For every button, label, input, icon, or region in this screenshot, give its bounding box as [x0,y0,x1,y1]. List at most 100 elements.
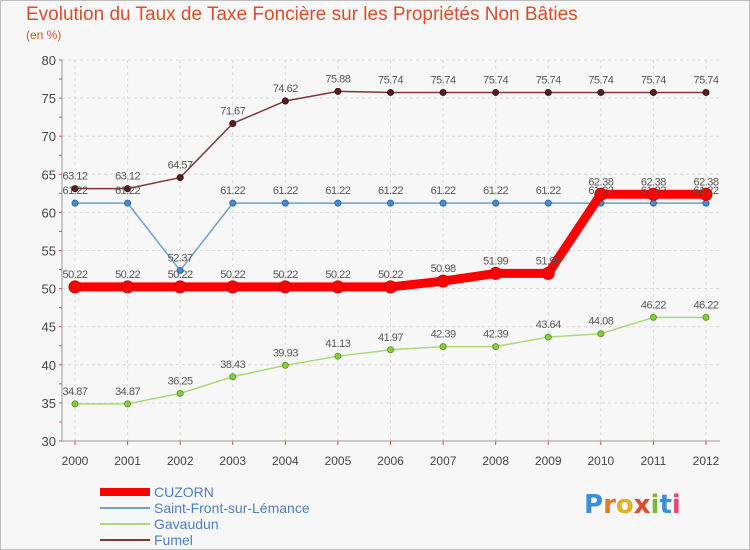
data-label: 61.22 [62,185,87,197]
data-point [229,199,237,207]
data-label: 63.12 [62,171,87,183]
proxiti-logo: Proxiti [584,490,681,520]
data-point [544,333,552,341]
chart-unit-label: (en %) [26,28,62,42]
data-label: 50.22 [325,269,350,281]
y-tick-label: 35 [42,396,56,411]
data-label: 39.93 [273,347,298,359]
x-tick-label: 2010 [587,454,614,468]
logo-letter: x [633,490,651,520]
data-point [597,330,605,338]
data-label: 62.38 [641,176,666,188]
x-tick-label: 2003 [219,454,246,468]
data-label: 51.99 [483,255,508,267]
data-point [544,88,552,96]
data-point [594,187,608,201]
data-label: 75.74 [588,74,613,86]
data-label: 41.13 [325,338,350,350]
data-label: 61.22 [693,185,718,197]
data-label: 61.22 [378,185,403,197]
data-label: 61.22 [641,185,666,197]
data-label: 51.99 [536,255,561,267]
legend-item-saint-front: Saint-Front-sur-Lémance [100,500,400,516]
data-label: 75.74 [483,74,508,86]
data-point [334,352,342,360]
x-tick-label: 2000 [62,454,89,468]
data-label: 50.22 [115,269,140,281]
data-point [439,343,447,351]
data-label: 71.67 [220,105,245,117]
data-label: 61.22 [115,185,140,197]
x-tick-label: 2001 [114,454,141,468]
logo-letter: i [671,490,681,520]
logo-letter: r [603,490,616,520]
y-tick-label: 55 [42,244,56,259]
data-label: 38.43 [220,359,245,371]
data-label: 42.39 [483,329,508,341]
data-label: 64.57 [168,160,193,172]
data-point [646,187,660,201]
data-point [229,119,237,127]
data-label: 62.38 [588,176,613,188]
data-point [387,88,394,96]
x-tick-label: 2006 [377,454,404,468]
data-label: 75.74 [536,74,561,86]
data-point [649,88,657,96]
data-point [124,400,132,408]
data-label: 50.98 [431,263,456,275]
x-tick-label: 2005 [325,454,352,468]
legend-item-fumel: Fumel [100,532,400,548]
data-label: 50.22 [62,269,87,281]
data-label: 44.08 [588,316,613,328]
logo-letter: o [615,490,634,520]
y-tick-label: 30 [42,434,56,449]
data-point [334,87,342,95]
legend-label-gavaudun: Gavaudun [154,516,219,532]
data-point [702,199,710,207]
logo-letter: P [584,490,604,520]
legend-label-saint-front: Saint-Front-sur-Lémance [154,500,310,516]
legend-swatch-gavaudun [100,523,150,525]
x-tick-label: 2007 [430,454,457,468]
x-tick-label: 2011 [641,454,667,468]
y-tick-label: 80 [42,53,56,68]
data-point [492,343,500,351]
data-point [71,400,79,408]
data-point [281,361,289,369]
data-point [649,199,657,207]
y-tick-label: 40 [42,358,56,373]
data-label: 42.39 [431,329,456,341]
y-tick-label: 50 [42,282,56,297]
legend: CUZORN Saint-Front-sur-Lémance Gavaudun … [100,484,400,548]
logo-letter: t [659,490,672,520]
legend-label-fumel: Fumel [154,532,193,548]
chart-title: Evolution du Taux de Taxe Foncière sur l… [26,4,578,25]
data-label: 61.22 [588,185,613,197]
logo-letter: i [650,490,660,520]
x-tick-label: 2008 [482,454,509,468]
data-point [71,185,79,193]
data-point [436,274,450,288]
legend-label-cuzorn: CUZORN [154,484,214,500]
x-tick-label: 2002 [167,454,194,468]
x-tick-label: 2012 [693,454,720,468]
y-tick-label: 60 [42,205,56,220]
data-point [121,280,135,294]
y-tick-label: 65 [42,167,56,182]
data-point [176,389,184,397]
data-label: 61.22 [220,185,245,197]
y-tick-label: 70 [42,129,56,144]
data-point [702,313,710,321]
data-point [71,199,79,207]
data-label: 52.37 [168,253,193,265]
data-point [334,199,342,207]
data-point [489,266,503,280]
data-label: 50.22 [220,269,245,281]
data-label: 34.87 [115,386,140,398]
data-point [544,199,552,207]
data-label: 74.62 [273,83,298,95]
data-label: 46.22 [641,299,666,311]
y-tick-label: 75 [42,91,56,106]
data-point [226,280,240,294]
data-label: 43.64 [536,319,561,331]
